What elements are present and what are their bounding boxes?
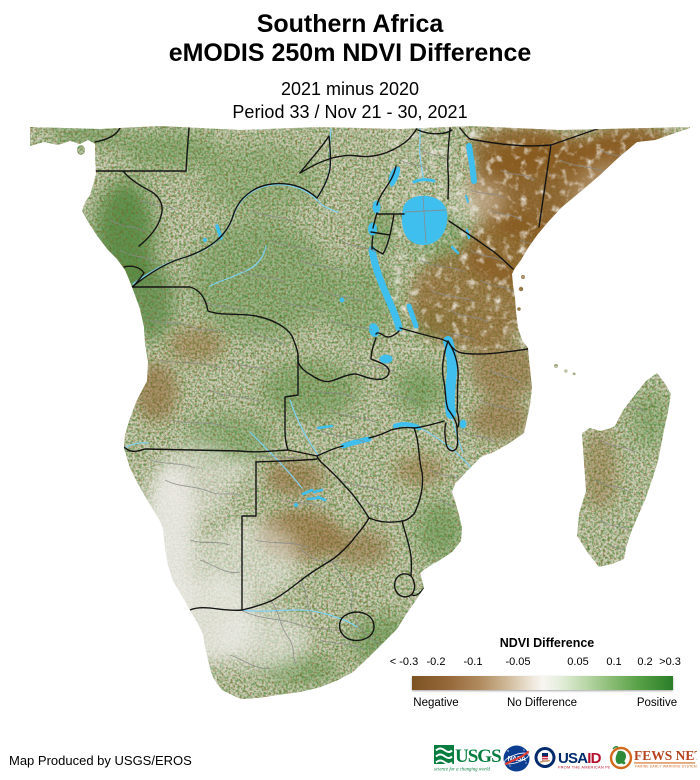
title-line-1: Southern Africa [256, 10, 444, 38]
title-line-2: eMODIS 250m NDVI Difference [168, 39, 532, 67]
lake-turkana [466, 143, 477, 184]
lake-malawi [443, 336, 457, 419]
lake-kyoga [412, 178, 436, 184]
lake-kariba [340, 436, 372, 449]
credit-text: Map Produced by USGS/EROS [9, 753, 192, 768]
lake-tanganyika [368, 246, 403, 332]
lake-bangweulu [379, 354, 393, 364]
okavango-delta [301, 488, 327, 502]
lake-chilwa [459, 419, 467, 429]
lake-rukwa [406, 303, 419, 329]
admin-borders [109, 149, 646, 669]
page-subtitle: 2021 minus 2020 Period 33 / Nov 21 - 30,… [0, 78, 700, 124]
page-title: Southern Africa eMODIS 250m NDVI Differe… [0, 10, 700, 68]
country-borders [94, 127, 598, 642]
lake-kivu [368, 222, 377, 236]
lake-edward [372, 200, 381, 214]
title-block: Southern Africa eMODIS 250m NDVI Differe… [0, 10, 700, 124]
lake-albert [388, 166, 401, 187]
subtitle-line-1: 2021 minus 2020 [280, 79, 420, 99]
subtitle-line-2: Period 33 / Nov 21 - 30, 2021 [232, 102, 468, 122]
